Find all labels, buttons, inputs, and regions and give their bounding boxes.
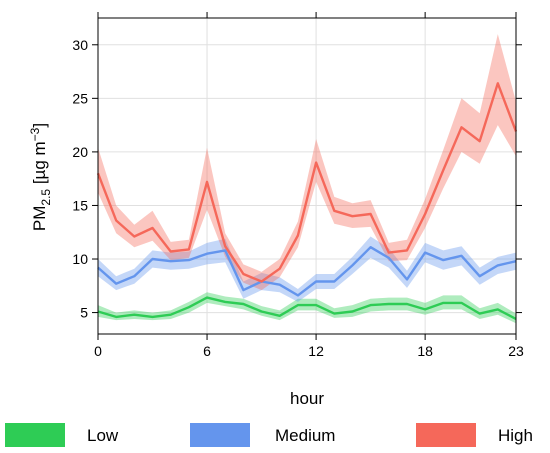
x-tick-label-6: 6	[203, 343, 211, 359]
legend-item-low: Low	[5, 423, 119, 447]
legend-swatch-high	[416, 423, 476, 447]
legend-label-high: High	[498, 426, 533, 445]
y-tick-label-30: 30	[72, 37, 88, 53]
y-tick-label-10: 10	[72, 251, 88, 267]
legend-label-medium: Medium	[275, 426, 335, 445]
legend-swatch-low	[5, 423, 65, 447]
y-tick-label-15: 15	[72, 197, 88, 213]
band-medium	[98, 236, 516, 302]
y-tick-label-5: 5	[80, 305, 88, 321]
x-tick-label-23: 23	[508, 343, 524, 359]
x-tick-label-18: 18	[417, 343, 433, 359]
x-axis-title: hour	[290, 389, 324, 408]
y-tick-label-20: 20	[72, 144, 88, 160]
series-lines	[96, 82, 518, 321]
plot-frame	[97, 17, 517, 335]
series-line-high	[96, 82, 518, 283]
x-tick-label-0: 0	[94, 343, 102, 359]
grid-lines	[98, 18, 516, 334]
band-low	[98, 292, 516, 324]
legend-label-low: Low	[87, 426, 119, 445]
y-axis-title-close: ]	[30, 123, 49, 128]
y-axis-title-superscript: −3	[28, 127, 42, 141]
legend-item-high: High	[416, 423, 533, 447]
legend-swatch-medium	[190, 423, 250, 447]
series-line-medium	[97, 245, 517, 297]
confidence-bands	[98, 34, 516, 324]
axis-ticks: 0 6 12 18 23 5 10 15 20 25 30	[72, 12, 524, 359]
legend: Low Medium High	[5, 423, 533, 447]
y-tick-label-25: 25	[72, 90, 88, 106]
y-axis-title: PM2.5 [µg m−3]	[28, 123, 53, 231]
series-line-low	[97, 296, 517, 321]
y-axis-title-units: [µg m	[30, 141, 49, 189]
legend-item-medium: Medium	[190, 423, 335, 447]
y-axis-title-main: PM	[30, 206, 49, 232]
x-tick-label-12: 12	[308, 343, 324, 359]
y-axis-title-subscript: 2.5	[39, 189, 53, 206]
